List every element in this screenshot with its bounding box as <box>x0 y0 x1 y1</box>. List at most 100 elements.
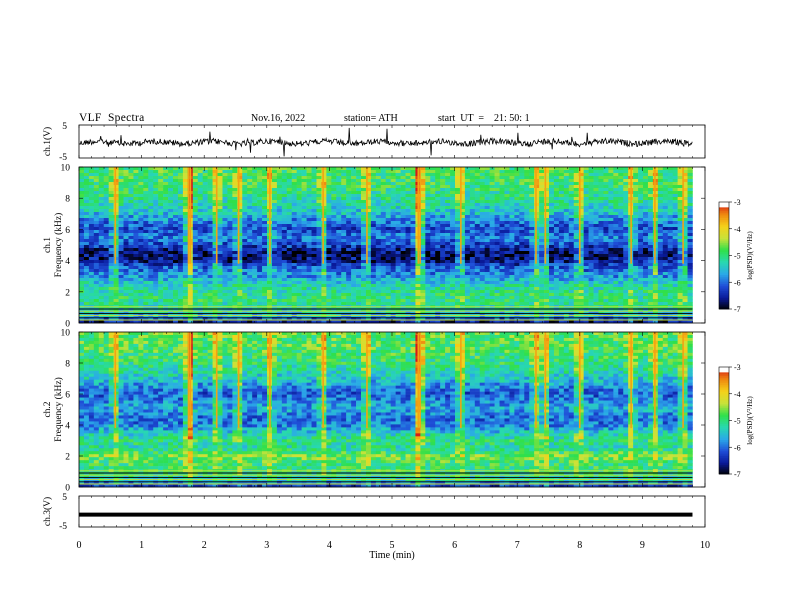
spectrogram-cell <box>613 194 619 198</box>
spectrogram-cell <box>455 227 461 231</box>
spectrogram-cell <box>88 206 95 210</box>
spectrogram-cell <box>212 170 218 174</box>
spectrogram-cell <box>380 203 387 207</box>
spectrogram-cell <box>598 269 604 273</box>
spectrogram-cell <box>435 245 441 249</box>
spectrogram-cell <box>286 236 293 240</box>
spectrogram-cell <box>608 221 614 225</box>
spectrogram-cell <box>464 251 471 255</box>
spectrogram-cell <box>687 206 693 210</box>
spectrogram-cell <box>365 221 372 225</box>
spectrogram-cell <box>662 197 669 201</box>
spectrogram-cell <box>440 209 446 213</box>
spectrogram-cell <box>267 269 273 273</box>
spectrogram-cell <box>207 272 213 276</box>
spectrogram-cell <box>336 185 342 189</box>
spectrogram-cell <box>173 275 179 279</box>
spectrogram-cell <box>504 182 510 186</box>
spectrogram-cell <box>657 263 664 267</box>
spectrogram-cell <box>123 194 129 198</box>
spectrogram-cell <box>647 275 654 279</box>
spectrogram-cell <box>549 236 555 240</box>
spectrogram-cell <box>647 167 654 171</box>
spectrogram-cell <box>514 269 520 273</box>
spectrogram-cell <box>593 278 599 282</box>
spectrogram-cell <box>133 197 139 201</box>
spectrogram-cell <box>232 212 238 216</box>
spectrogram-cell <box>549 248 555 252</box>
spectrogram-cell <box>365 173 372 177</box>
spectrogram-cell <box>677 218 683 222</box>
spectrogram-cell <box>306 284 312 288</box>
spectrogram-cell <box>578 200 584 204</box>
spectrogram-cell <box>638 215 644 219</box>
spectrogram-cell <box>553 188 560 192</box>
spectrogram-cell <box>88 266 95 270</box>
spectrogram-cell <box>331 233 337 237</box>
spectrogram-cell <box>158 194 164 198</box>
spectrogram-cell <box>370 242 377 246</box>
spectrogram-cell <box>103 227 109 231</box>
spectrogram-cell <box>98 236 105 240</box>
spectrogram-cell <box>578 173 584 177</box>
spectrogram-cell <box>578 170 584 174</box>
spectrogram-cell <box>638 230 644 234</box>
spectrogram-cell <box>316 185 322 189</box>
spectrogram-cell <box>489 266 495 270</box>
spectrogram-cell <box>563 278 570 282</box>
spectrogram-cell <box>445 269 451 273</box>
spectrogram-cell <box>177 197 184 201</box>
spectrogram-cell <box>509 248 515 252</box>
spectrogram-cell <box>395 212 401 216</box>
spectrogram-cell <box>608 167 614 171</box>
spectrogram-cell <box>687 167 693 171</box>
spectrogram-cell <box>281 200 288 204</box>
spectrogram-cell <box>252 188 258 192</box>
spectrogram-cell <box>306 254 312 258</box>
spectrogram-cell <box>598 266 604 270</box>
spectrogram-cell <box>133 278 139 282</box>
spectrogram-cell <box>79 182 85 186</box>
spectrogram-cell <box>286 281 293 285</box>
spectrogram-cell <box>440 194 446 198</box>
spectrogram-cell <box>177 215 184 219</box>
spectrogram-cell <box>509 167 515 171</box>
spectrogram-cell <box>148 242 154 246</box>
spectrogram-cell <box>430 245 436 249</box>
spectrogram-cell <box>148 233 154 237</box>
spectrogram-cell <box>479 170 485 174</box>
spectrogram-cell <box>138 245 144 249</box>
spectrogram-cell <box>459 206 466 210</box>
spectrogram-cell <box>400 221 406 225</box>
spectrogram-cell <box>276 221 283 225</box>
spectrogram-cell <box>395 167 401 171</box>
spectrogram-cell <box>603 257 609 261</box>
spectrogram-cell <box>163 182 169 186</box>
spectrogram-cell <box>489 215 495 219</box>
spectrogram-cell <box>173 281 179 285</box>
spectrogram-cell <box>118 188 124 192</box>
spectrogram-cell <box>356 248 362 252</box>
spectrogram-cell <box>573 272 579 276</box>
spectrogram-cell <box>499 206 505 210</box>
spectrogram-cell <box>133 242 139 246</box>
spectrogram-cell <box>519 248 525 252</box>
spectrogram-cell <box>603 200 609 204</box>
spectrogram-cell <box>395 224 401 228</box>
spectrogram-cell <box>222 167 228 171</box>
spectrogram-cell <box>603 176 609 180</box>
spectrogram-cell <box>262 233 268 237</box>
spectrogram-cell <box>262 188 268 192</box>
spectrogram-cell <box>173 284 179 288</box>
spectrogram-cell <box>524 266 530 270</box>
spectrogram-cell <box>524 254 530 258</box>
spectrogram-cell <box>252 173 258 177</box>
spectrogram-cell <box>98 245 105 249</box>
spectrogram-cell <box>108 230 114 234</box>
spectrogram-cell <box>420 221 426 225</box>
spectrogram-cell <box>138 206 144 210</box>
spectrogram-cell <box>217 263 223 267</box>
spectrogram-cell <box>380 200 387 204</box>
spectrogram-cell <box>563 260 570 264</box>
spectrogram-cell <box>598 170 604 174</box>
